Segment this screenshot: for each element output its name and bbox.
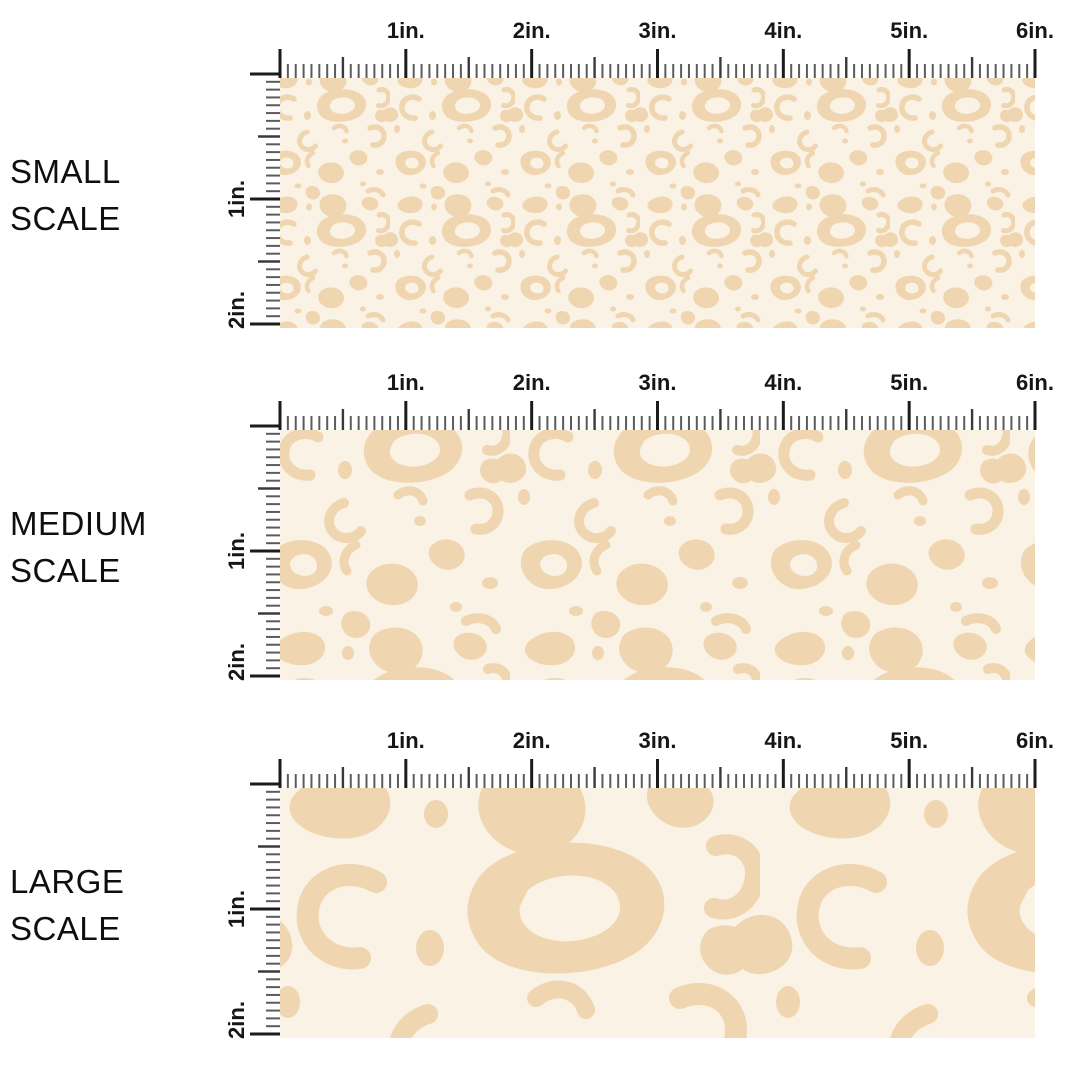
section-title-medium-scale: MEDIUM SCALE (10, 500, 147, 594)
ruler-label-4in: 4in. (764, 728, 803, 753)
section-title-large-scale: LARGE SCALE (10, 858, 124, 952)
section-title-small-scale: SMALL SCALE (10, 148, 121, 242)
ruler-label-v-1in: 1in. (224, 180, 249, 218)
section-title-line2: SCALE (10, 200, 121, 237)
section-large-scale: LARGE SCALE 1in. 2in. 3in. 4in. 5in. 6in… (0, 710, 1080, 1068)
horizontal-ruler-ticks (278, 759, 1037, 788)
section-small-scale: SMALL SCALE 1in. 2in. 3in. 4in. 5in. 6in… (0, 0, 1080, 358)
ruler-label-4in: 4in. (764, 370, 803, 395)
ruler-label-6in: 6in. (1016, 370, 1054, 395)
horizontal-ruler-ticks (278, 49, 1037, 78)
section-title-line2: SCALE (10, 552, 121, 589)
ruler-label-5in: 5in. (890, 728, 929, 753)
ruler-label-1in: 1in. (386, 18, 425, 43)
fabric-swatch-small-scale (280, 78, 1035, 328)
section-title-line1: SMALL (10, 153, 121, 190)
vertical-ruler-ticks (250, 424, 280, 678)
ruler-label-3in: 3in. (638, 370, 677, 395)
ruler-label-6in: 6in. (1016, 728, 1054, 753)
horizontal-ruler-ticks (278, 401, 1037, 430)
ruler-label-3in: 3in. (638, 728, 677, 753)
section-title-line1: MEDIUM (10, 505, 147, 542)
vertical-ruler-ticks (250, 782, 280, 1036)
fabric-swatch-medium-scale (280, 430, 1035, 680)
section-title-line2: SCALE (10, 910, 121, 947)
ruler-label-v-2in: 2in. (224, 1001, 249, 1039)
ruler-label-2in: 2in. (512, 370, 551, 395)
ruler-label-5in: 5in. (890, 18, 929, 43)
ruler-label-v-1in: 1in. (224, 532, 249, 570)
fabric-swatch-large-scale (280, 788, 1035, 1038)
ruler-label-1in: 1in. (386, 728, 425, 753)
section-title-line1: LARGE (10, 863, 125, 900)
ruler-label-6in: 6in. (1016, 18, 1054, 43)
ruler-label-2in: 2in. (512, 18, 551, 43)
ruler-label-2in: 2in. (512, 728, 551, 753)
section-medium-scale: MEDIUM SCALE 1in. 2in. 3in. 4in. 5in. 6i… (0, 352, 1080, 710)
vertical-ruler-ticks (250, 72, 280, 326)
ruler-label-v-2in: 2in. (224, 291, 249, 329)
ruler-label-3in: 3in. (638, 18, 677, 43)
ruler-label-v-2in: 2in. (224, 643, 249, 681)
ruler-label-v-1in: 1in. (224, 890, 249, 928)
ruler-label-4in: 4in. (764, 18, 803, 43)
ruler-label-1in: 1in. (386, 370, 425, 395)
ruler-label-5in: 5in. (890, 370, 929, 395)
